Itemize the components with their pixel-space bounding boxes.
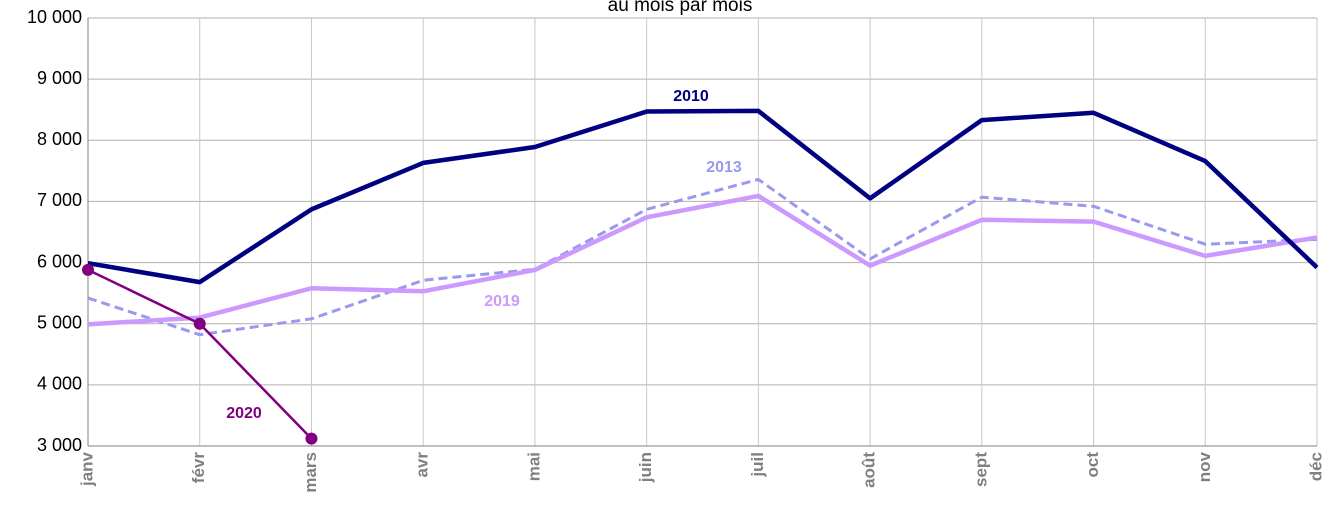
series-label: 2013 <box>706 159 742 176</box>
series-label: 2020 <box>226 405 262 422</box>
series-line <box>87 108 1319 285</box>
series-label: 2019 <box>484 293 520 310</box>
y-tick-label: 4 000 <box>37 374 82 394</box>
chart-title: au mois par mois <box>608 0 753 16</box>
x-tick-label: juin <box>636 452 655 483</box>
y-tick-label: 7 000 <box>37 190 82 210</box>
y-tick-label: 8 000 <box>37 129 82 149</box>
x-tick-label: mars <box>301 452 320 493</box>
x-tick-label: sept <box>971 452 990 487</box>
y-tick-label: 3 000 <box>37 435 82 455</box>
x-tick-label: août <box>860 452 879 488</box>
series-label: 2010 <box>673 88 709 105</box>
x-tick-label: févr <box>189 452 208 484</box>
x-tick-label: oct <box>1083 452 1102 478</box>
y-tick-label: 6 000 <box>37 251 82 271</box>
point <box>193 317 206 330</box>
series-line <box>87 193 1318 327</box>
y-tick-label: 5 000 <box>37 312 82 332</box>
x-tick-label: nov <box>1195 451 1214 482</box>
point <box>305 432 318 445</box>
x-tick-label: avr <box>413 452 432 478</box>
point <box>82 263 94 276</box>
x-tick-label: janv <box>77 451 96 487</box>
y-tick-label: 9 000 <box>37 68 82 88</box>
y-tick-label: 10 000 <box>27 7 82 27</box>
x-tick-label: mai <box>524 452 543 481</box>
x-tick-label: déc <box>1306 452 1325 481</box>
x-tick-label: juil <box>748 452 767 478</box>
series-line <box>87 177 1318 337</box>
